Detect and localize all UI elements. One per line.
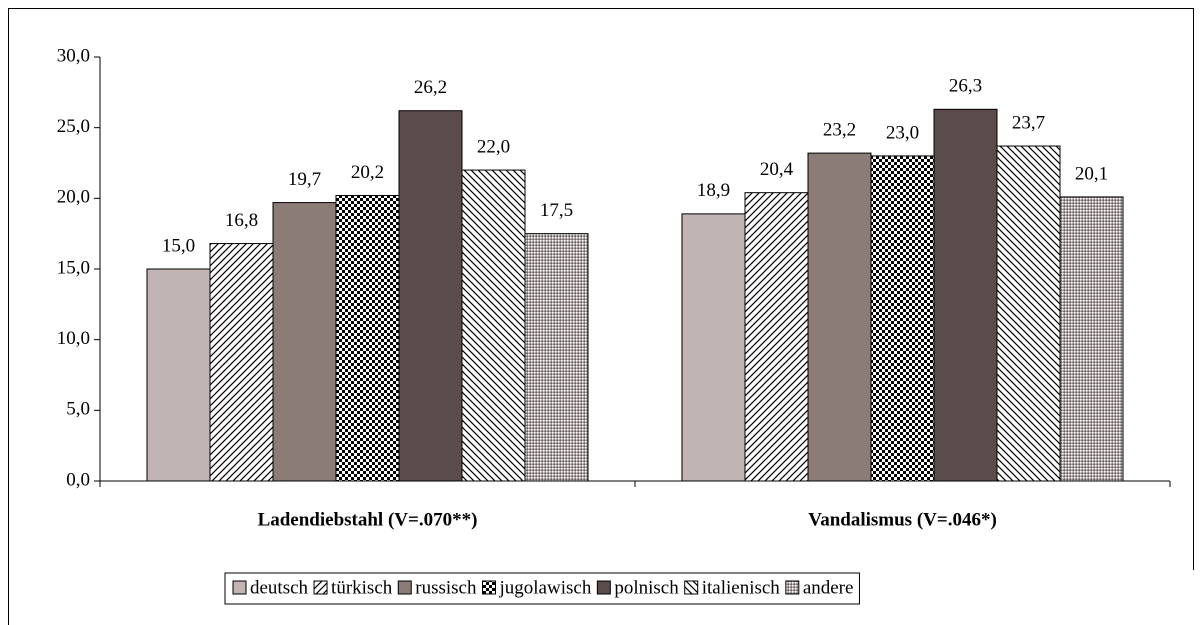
bar — [1059, 196, 1124, 482]
bar — [272, 202, 337, 482]
bar — [209, 243, 274, 482]
y-tick-label: 5,0 — [66, 399, 90, 420]
y-tick-label: 15,0 — [57, 257, 90, 278]
y-tick-label: 25,0 — [57, 116, 90, 137]
bar — [461, 169, 526, 482]
legend-label: türkisch — [331, 577, 393, 598]
bar — [681, 213, 746, 482]
chart-frame — [8, 8, 1194, 625]
y-tick-label: 0,0 — [66, 469, 90, 490]
legend-label: deutsch — [250, 577, 309, 598]
value-label: 23,0 — [886, 122, 919, 143]
value-label: 23,7 — [1012, 112, 1045, 133]
legend-label: andere — [803, 577, 854, 598]
bar — [996, 145, 1061, 482]
y-tick-label: 20,0 — [57, 187, 90, 208]
bar — [335, 195, 400, 482]
legend-label: italienisch — [702, 577, 781, 598]
legend-box — [224, 572, 860, 605]
value-label: 23,2 — [823, 119, 856, 140]
bar — [146, 268, 211, 482]
legend-swatch — [313, 580, 328, 595]
value-label: 18,9 — [697, 180, 730, 201]
value-label: 20,2 — [351, 162, 384, 183]
legend-label: russisch — [415, 577, 477, 598]
bar — [807, 152, 872, 482]
legend-label: polnisch — [614, 577, 679, 598]
bar — [870, 155, 935, 482]
legend-swatch — [684, 580, 699, 595]
value-label: 26,3 — [949, 76, 982, 97]
value-label: 20,1 — [1075, 163, 1108, 184]
legend-swatch — [482, 580, 496, 595]
legend-swatch — [397, 580, 412, 595]
legend-label: jugolawisch — [499, 577, 592, 598]
y-tick-label: 30,0 — [57, 45, 90, 66]
value-label: 26,2 — [414, 77, 447, 98]
value-label: 16,8 — [225, 210, 258, 231]
bar — [398, 110, 463, 482]
value-label: 20,4 — [760, 159, 794, 180]
legend-swatch — [785, 580, 800, 595]
x-tick-label: Vandalismus (V=.046*) — [808, 509, 997, 530]
y-tick-label: 10,0 — [57, 328, 90, 349]
x-tick-label: Ladendiebstahl (V=.070**) — [258, 509, 478, 530]
value-label: 15,0 — [162, 235, 195, 256]
legend-swatch — [596, 580, 611, 595]
bar — [524, 233, 589, 482]
value-label: 17,5 — [540, 200, 573, 221]
value-label: 19,7 — [288, 169, 321, 190]
value-label: 22,0 — [477, 136, 510, 157]
bar — [933, 108, 998, 482]
legend-swatch — [232, 580, 247, 595]
bar — [744, 192, 809, 482]
